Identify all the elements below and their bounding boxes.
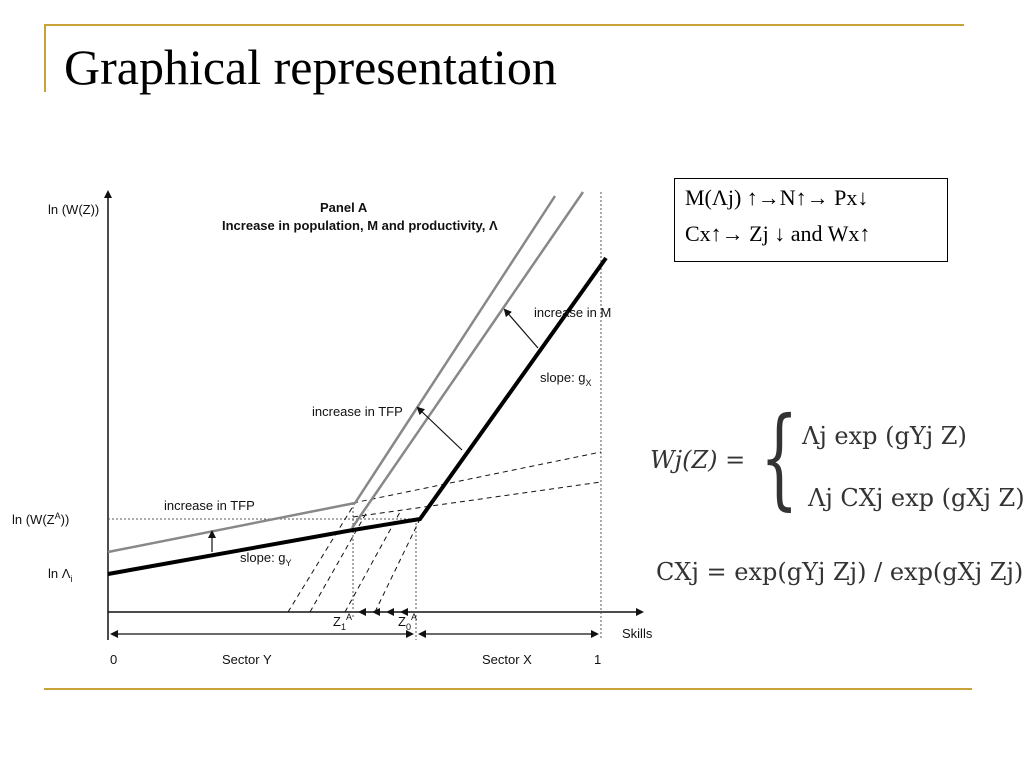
causal-chain-line-1: M(Λj) ↑→N↑→ Px↓ — [685, 185, 869, 210]
label-ln-wza: ln (W(ZA)) — [12, 511, 69, 527]
dashed-x-line-c — [344, 511, 401, 613]
label-z0-sub: 0 — [406, 622, 411, 632]
wage-equation-case-1: Λj exp (gYj Z) — [802, 422, 967, 450]
label-slope-gx-text: slope: g — [540, 370, 586, 385]
label-z1-sub: 1 — [341, 622, 346, 632]
z-shift-arrowhead-2 — [372, 608, 380, 616]
dashed-extension-upper — [352, 451, 602, 504]
dashed-x-line-a — [287, 502, 356, 613]
label-slope-gy: slope: gY — [240, 550, 292, 568]
label-ln-lambda-sub: i — [70, 574, 72, 584]
title-rule-left — [44, 24, 46, 92]
label-z1-sup: A — [346, 612, 352, 622]
label-z0-sup: A — [411, 612, 417, 622]
dashed-extension-lower — [352, 481, 602, 518]
label-z1: Z1A — [333, 612, 352, 632]
sector-x-label: Sector X — [482, 652, 532, 667]
label-slope-gx-sub: X — [586, 378, 592, 388]
label-ln-wza-text: ln (W(Z — [12, 512, 55, 527]
shift-arrow-tfp-high — [416, 406, 463, 451]
label-increase-tfp-lower: increase in TFP — [164, 498, 255, 513]
label-increase-tfp-upper: increase in TFP — [312, 404, 403, 419]
slide-title: Graphical representation — [64, 39, 557, 95]
z-shift-arrowhead-3 — [386, 608, 394, 616]
bottom-rule — [44, 688, 972, 690]
new-wage-line-tfp — [107, 195, 557, 554]
tick-one: 1 — [594, 652, 601, 667]
label-z0-text: Z — [398, 614, 406, 629]
sector-y-label: Sector Y — [222, 652, 272, 667]
shift-arrow-m — [503, 308, 539, 349]
wage-equation-brace: { — [760, 393, 799, 521]
title-rule-top — [44, 24, 964, 26]
label-increase-in-m: increase in M — [534, 305, 611, 320]
original-wage-line — [107, 256, 608, 576]
panel-title: Panel A — [320, 200, 368, 215]
dashed-x-line-d — [374, 518, 421, 613]
z-shift-arrowhead-1 — [358, 608, 366, 616]
label-z1-text: Z — [333, 614, 341, 629]
label-ln-wza-end: )) — [61, 512, 70, 527]
cx-equation: CXj = exp(gYj Zj) / exp(gXj Zj) — [656, 558, 1024, 586]
causal-chain-line-2: Cx↑→ Zj ↓ and Wx↑ — [685, 221, 871, 246]
label-z0: Z0A — [398, 612, 417, 632]
label-slope-gy-sub: Y — [286, 558, 292, 568]
y-axis-label: ln (W(Z)) — [48, 202, 99, 217]
label-ln-lambda: ln Λi — [48, 566, 72, 584]
label-ln-lambda-text: ln Λ — [48, 566, 71, 581]
x-axis-label: Skills — [622, 626, 653, 641]
tick-zero: 0 — [110, 652, 117, 667]
wage-equation-lhs: Wj(Z) = — [650, 446, 746, 474]
new-wage-line-m — [350, 191, 585, 529]
label-slope-gy-text: slope: g — [240, 550, 286, 565]
dashed-x-line-b — [309, 509, 369, 613]
label-ln-wza-sup: A — [55, 511, 61, 521]
z-shift-arrowhead-4 — [400, 608, 408, 616]
wage-equation-case-2: Λj CXj exp (gXj Z) — [808, 484, 1024, 512]
panel-subtitle: Increase in population, M and productivi… — [222, 218, 498, 233]
causal-chain-box: M(Λj) ↑→N↑→ Px↓ Cx↑→ Zj ↓ and Wx↑ — [674, 178, 948, 262]
label-slope-gx: slope: gX — [540, 370, 592, 388]
